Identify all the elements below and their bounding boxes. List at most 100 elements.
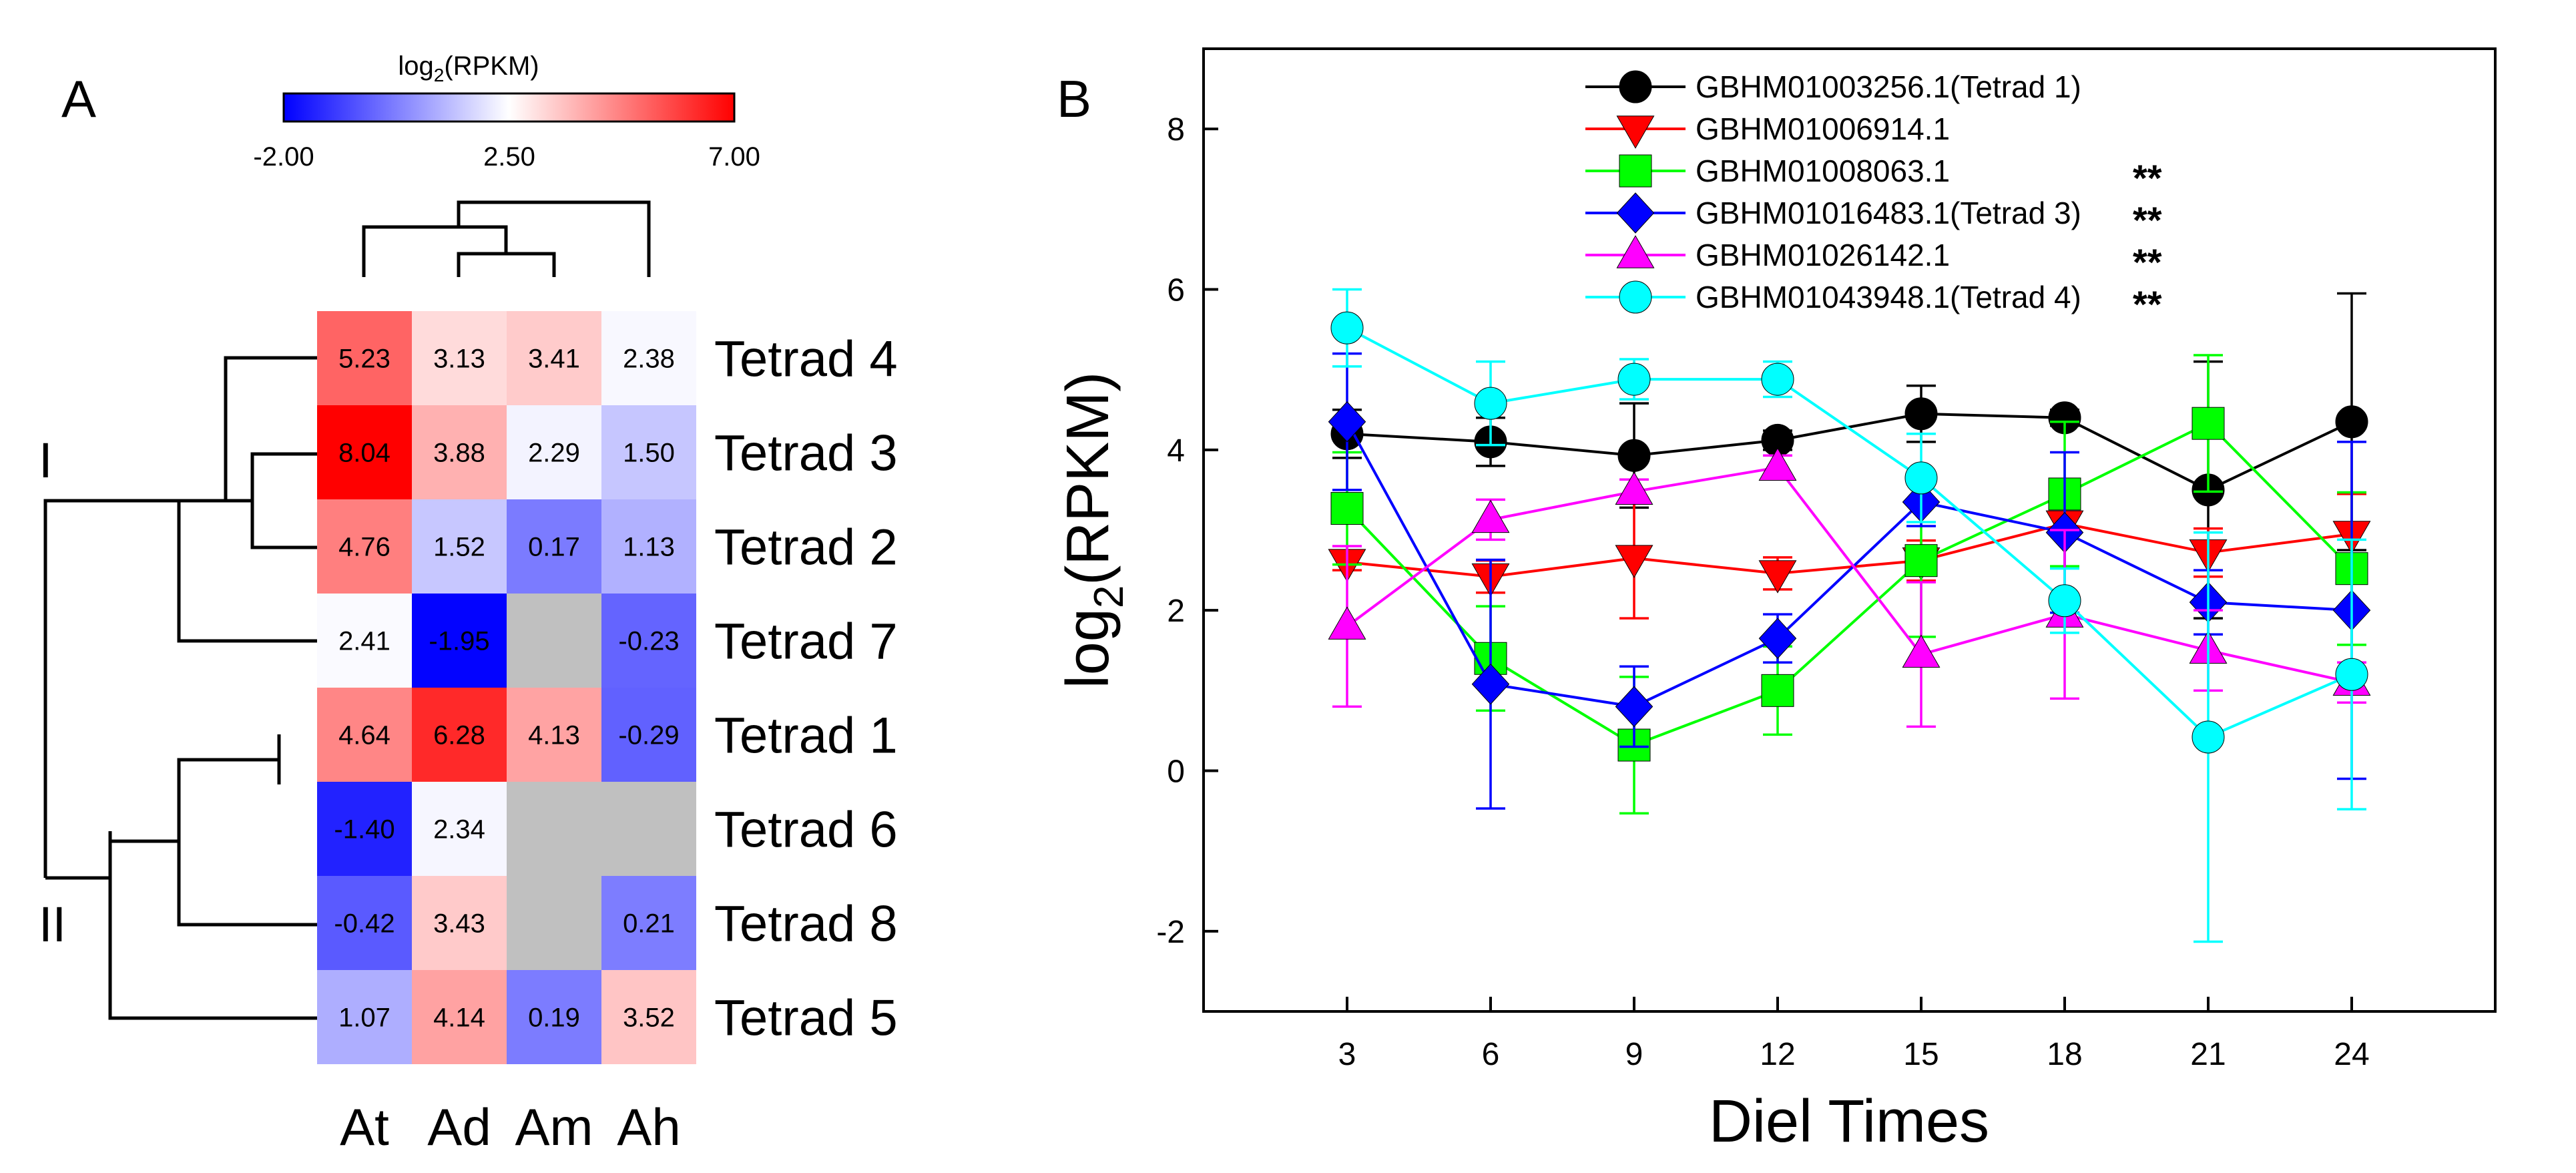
- x-tick-label: 21: [2190, 1037, 2226, 1072]
- heatmap-cell: [412, 499, 507, 594]
- series-group: [1330, 288, 2368, 943]
- cluster-label-i: I: [39, 433, 53, 488]
- heatmap-cell-label: 3.41: [528, 344, 580, 374]
- colorbar: [282, 92, 736, 123]
- legend-marker: [1619, 280, 1652, 314]
- legend-marker: [1616, 235, 1655, 268]
- heatmap: 5.23 3.13 3.41 2.38 Tetrad 4 8.04 3.88 2.29 1.50…: [317, 311, 898, 1156]
- x-axis-label: Diel Times: [1709, 1088, 1989, 1155]
- y-tick-label: 2: [1167, 594, 1185, 629]
- heatmap-cell: [412, 876, 507, 970]
- series-line: [1346, 421, 2353, 747]
- data-point: [2335, 405, 2368, 439]
- x-tick-label: 3: [1338, 1037, 1356, 1072]
- heatmap-row-label: Tetrad 5: [714, 990, 898, 1047]
- heatmap-cell-label: -1.40: [334, 815, 395, 845]
- heatmap-cell-label: -0.29: [618, 721, 679, 750]
- data-point: [1904, 544, 1938, 577]
- significance-marker: **: [2133, 283, 2162, 325]
- heatmap-row-label: Tetrad 7: [714, 614, 898, 670]
- legend-label: GBHM01003256.1(Tetrad 1): [1696, 69, 2081, 104]
- x-tick-label: 15: [1903, 1037, 1939, 1072]
- legend-label: GBHM01006914.1: [1696, 111, 1950, 146]
- heatmap-cell: [317, 499, 412, 594]
- heatmap-cell-label: 4.64: [338, 721, 391, 750]
- heatmap-cell: [317, 594, 412, 688]
- legend-marker: [1616, 192, 1655, 234]
- heatmap-cell: [317, 311, 412, 405]
- heatmap-cell-label: 1.52: [433, 533, 485, 562]
- data-point: [1758, 447, 1797, 481]
- heatmap-column-label: Am: [515, 1098, 593, 1156]
- heatmap-row-label: Tetrad 4: [714, 331, 898, 388]
- x-tick-label: 12: [1760, 1037, 1795, 1072]
- colorbar-mid-label: 2.50: [483, 142, 535, 172]
- legend-label: GBHM01026142.1: [1696, 238, 1950, 272]
- significance-marker: **: [2133, 241, 2162, 283]
- data-point: [1471, 663, 1510, 705]
- y-tick-label: 0: [1167, 754, 1185, 790]
- legend-label: GBHM01016483.1(Tetrad 3): [1696, 196, 2081, 230]
- heatmap-cell-label: -0.23: [618, 627, 679, 656]
- y-tick-label: 6: [1167, 273, 1185, 308]
- colorbar-title: log2(RPKM): [398, 51, 539, 85]
- heatmap-cell: [507, 311, 601, 405]
- data-point: [1328, 401, 1366, 443]
- cluster-label-ii: II: [39, 897, 66, 952]
- y-axis-label: log2(RPKM): [1055, 372, 1132, 689]
- heatmap-column-label: At: [340, 1098, 389, 1156]
- data-point: [1617, 439, 1651, 472]
- heatmap-cell-label: 0.19: [528, 1003, 580, 1033]
- heatmap-row-label: Tetrad 2: [714, 519, 898, 576]
- data-point: [1904, 397, 1938, 431]
- heatmap-row-label: Tetrad 8: [714, 896, 898, 953]
- heatmap-cell: [507, 970, 601, 1064]
- data-point: [1902, 634, 1941, 668]
- data-point: [2335, 658, 2368, 691]
- heatmap-cell: [317, 970, 412, 1064]
- column-dendrogram: [362, 200, 651, 277]
- heatmap-cell-label: 3.43: [433, 909, 485, 939]
- series-line: [1346, 421, 2352, 708]
- heatmap-cell: [317, 782, 412, 876]
- data-point: [1474, 387, 1507, 420]
- heatmap-cell: [601, 970, 696, 1064]
- series-line: [1346, 466, 2352, 684]
- heatmap-cell-label: 1.50: [623, 439, 675, 468]
- colorbar-min-label: -2.00: [253, 142, 314, 172]
- heatmap-cell-label: 0.17: [528, 533, 580, 562]
- y-tick-label: 4: [1167, 433, 1185, 469]
- heatmap-cell: [601, 499, 696, 594]
- panel-a-label: A: [61, 69, 96, 128]
- heatmap-cell-label: 1.13: [623, 533, 675, 562]
- heatmap-cell-label: 2.38: [623, 344, 675, 374]
- heatmap-cell: [317, 688, 412, 782]
- data-point: [1617, 363, 1651, 396]
- significance-marker: **: [2133, 157, 2162, 199]
- heatmap-column-label: Ad: [427, 1098, 491, 1156]
- heatmap-cell: [412, 594, 507, 688]
- heatmap-cell-label: 5.23: [338, 344, 391, 374]
- heatmap-cell: [412, 311, 507, 405]
- heatmap-cell-label: 3.52: [623, 1003, 675, 1033]
- heatmap-cell-label: 3.13: [433, 344, 485, 374]
- heatmap-cell-label: -1.95: [429, 627, 489, 656]
- y-tick-label: -2: [1156, 915, 1185, 950]
- panel-b-label: B: [1057, 69, 1091, 128]
- legend-marker: [1616, 115, 1655, 149]
- heatmap-cell: [412, 688, 507, 782]
- heatmap-cell-label: 6.28: [433, 721, 485, 750]
- legend-label: GBHM01043948.1(Tetrad 4): [1696, 280, 2081, 314]
- heatmap-cell-label: 4.14: [433, 1003, 485, 1033]
- row-dendrogram: [43, 356, 317, 1020]
- heatmap-cell: [601, 311, 696, 405]
- data-point: [1615, 545, 1653, 578]
- heatmap-cell: [507, 688, 601, 782]
- x-tick-label: 9: [1625, 1037, 1643, 1072]
- heatmap-column-label: Ah: [617, 1098, 680, 1156]
- data-point: [1758, 560, 1797, 594]
- heatmap-cell: [601, 594, 696, 688]
